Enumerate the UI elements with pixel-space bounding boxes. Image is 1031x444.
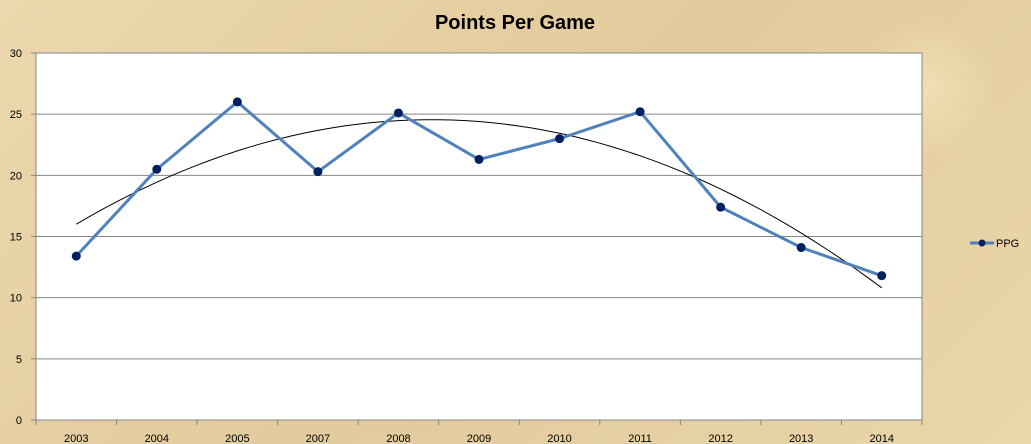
y-tick-label: 10 (10, 293, 22, 305)
legend-label-ppg: PPG (996, 238, 1019, 250)
y-tick-label: 25 (10, 109, 22, 121)
series-ppg (71, 97, 887, 281)
data-point (152, 164, 162, 174)
gridlines (36, 113, 922, 360)
data-point (877, 271, 887, 281)
x-tick-label: 2007 (306, 433, 330, 444)
data-point (313, 167, 323, 177)
data-point (716, 202, 726, 212)
x-tick-label: 2004 (145, 433, 169, 444)
trendline-path (76, 119, 883, 289)
y-tick-label: 15 (10, 232, 22, 244)
data-point (71, 251, 81, 261)
x-tick-label: 2005 (225, 433, 249, 444)
y-tick-label: 5 (16, 354, 22, 366)
x-tick-label: 2013 (789, 433, 813, 444)
x-tick-label: 2011 (628, 433, 652, 444)
y-axis-ticks: 0 5 10 15 20 25 30 (10, 48, 36, 427)
data-point (232, 97, 242, 107)
data-point (796, 243, 806, 253)
x-tick-label: 2009 (467, 433, 491, 444)
y-tick-label: 30 (10, 48, 22, 60)
data-point (635, 107, 645, 117)
x-axis-ticks: 2003 2004 2005 2007 2008 2009 2010 2011 2012 2013… (35, 420, 923, 444)
legend-marker (978, 239, 986, 247)
trendline (76, 119, 883, 289)
data-point (393, 108, 403, 118)
x-tick-label: 2010 (547, 433, 571, 444)
data-point (555, 134, 565, 144)
x-tick-label: 2008 (386, 433, 410, 444)
x-tick-label: 2014 (869, 433, 893, 444)
data-point (474, 154, 484, 164)
x-tick-label: 2012 (708, 433, 732, 444)
y-tick-label: 20 (10, 170, 22, 182)
y-tick-label: 0 (16, 415, 22, 427)
chart-title: Points Per Game (435, 12, 595, 34)
legend: PPG (970, 238, 1019, 250)
x-tick-label: 2003 (64, 433, 88, 444)
